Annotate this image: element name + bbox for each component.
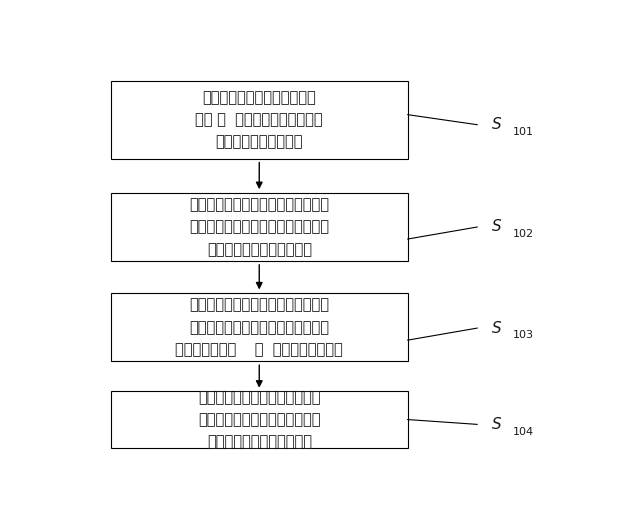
Text: S: S bbox=[491, 320, 501, 336]
Text: 交通状态预测单元根据设定的模
拟平均预测模型和分割出的所述
交通状态数据产生预测结果: 交通状态预测单元根据设定的模 拟平均预测模型和分割出的所述 交通状态数据产生预测… bbox=[198, 390, 321, 449]
FancyBboxPatch shape bbox=[111, 293, 408, 362]
Text: 设定交通状态分析单元的间隔
时间 、  时间周期长度和交通状
态预测单元的预测模型: 设定交通状态分析单元的间隔 时间 、 时间周期长度和交通状 态预测单元的预测模型 bbox=[195, 90, 323, 150]
Text: 102: 102 bbox=[513, 229, 534, 239]
Text: 交通状态分析单元读入历史交通状态
数据并根据所述间隔时间和时间周期
长度筛选历史交通状态数据: 交通状态分析单元读入历史交通状态 数据并根据所述间隔时间和时间周期 长度筛选历史… bbox=[189, 197, 329, 257]
FancyBboxPatch shape bbox=[111, 81, 408, 159]
FancyBboxPatch shape bbox=[111, 193, 408, 261]
Text: S: S bbox=[491, 219, 501, 234]
Text: 103: 103 bbox=[513, 330, 534, 340]
Text: S: S bbox=[491, 117, 501, 132]
Text: 104: 104 bbox=[513, 427, 534, 437]
Text: 时间序列分割单元将所述筛选后的历
史交通状态数据按时间序列分割出若
干交通状态数据    并  进行趋势平滑处理: 时间序列分割单元将所述筛选后的历 史交通状态数据按时间序列分割出若 干交通状态数… bbox=[176, 297, 343, 357]
Text: S: S bbox=[491, 417, 501, 432]
FancyBboxPatch shape bbox=[111, 391, 408, 448]
Text: 101: 101 bbox=[513, 127, 534, 137]
